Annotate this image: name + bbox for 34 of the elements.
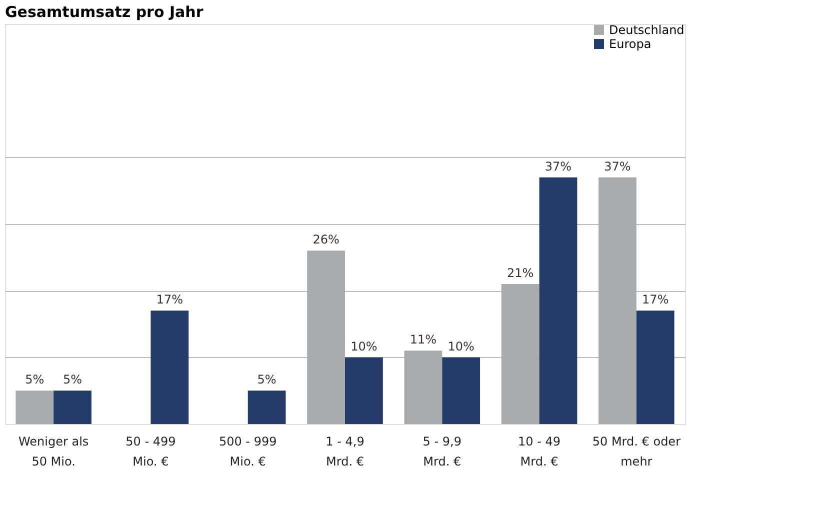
data-label: 21% (507, 266, 534, 280)
legend-label: Deutschland (609, 23, 684, 37)
data-label: 26% (312, 232, 340, 247)
data-label: 10% (448, 339, 474, 354)
data-label: 11% (410, 332, 437, 347)
bar (16, 390, 54, 424)
data-label: 17% (156, 292, 183, 307)
bar (636, 310, 674, 424)
bar (150, 310, 189, 424)
bar (345, 357, 383, 424)
x-tick-label: Weniger als 50 Mio. (18, 434, 89, 468)
bar (539, 177, 578, 424)
data-label: 5% (257, 372, 276, 387)
bar (501, 284, 540, 424)
x-tick-label: 1 - 4,9 Mrd. € (326, 434, 364, 468)
x-tick-label: 50 - 499 Mio. € (126, 434, 176, 468)
data-label: 37% (544, 159, 572, 174)
data-label: 17% (642, 292, 669, 307)
data-label: 37% (604, 159, 631, 174)
bar (598, 177, 636, 424)
bar (442, 357, 480, 424)
bar (54, 390, 92, 424)
x-tick-label: 10 - 49 Mrd. € (518, 434, 561, 468)
chart-title: Gesamtumsatz pro Jahr (5, 3, 204, 21)
bar (307, 250, 345, 424)
x-tick-label: 50 Mrd. € oder mehr (592, 434, 681, 468)
bar (248, 390, 286, 424)
data-label: 5% (25, 372, 44, 387)
data-label: 10% (350, 339, 378, 354)
legend-label: Europa (609, 37, 652, 51)
bar (404, 350, 442, 424)
x-tick-label: 500 - 999 Mio. € (218, 434, 277, 468)
x-tick-label: 5 - 9,9 Mrd. € (422, 434, 462, 468)
data-label: 5% (62, 372, 82, 387)
